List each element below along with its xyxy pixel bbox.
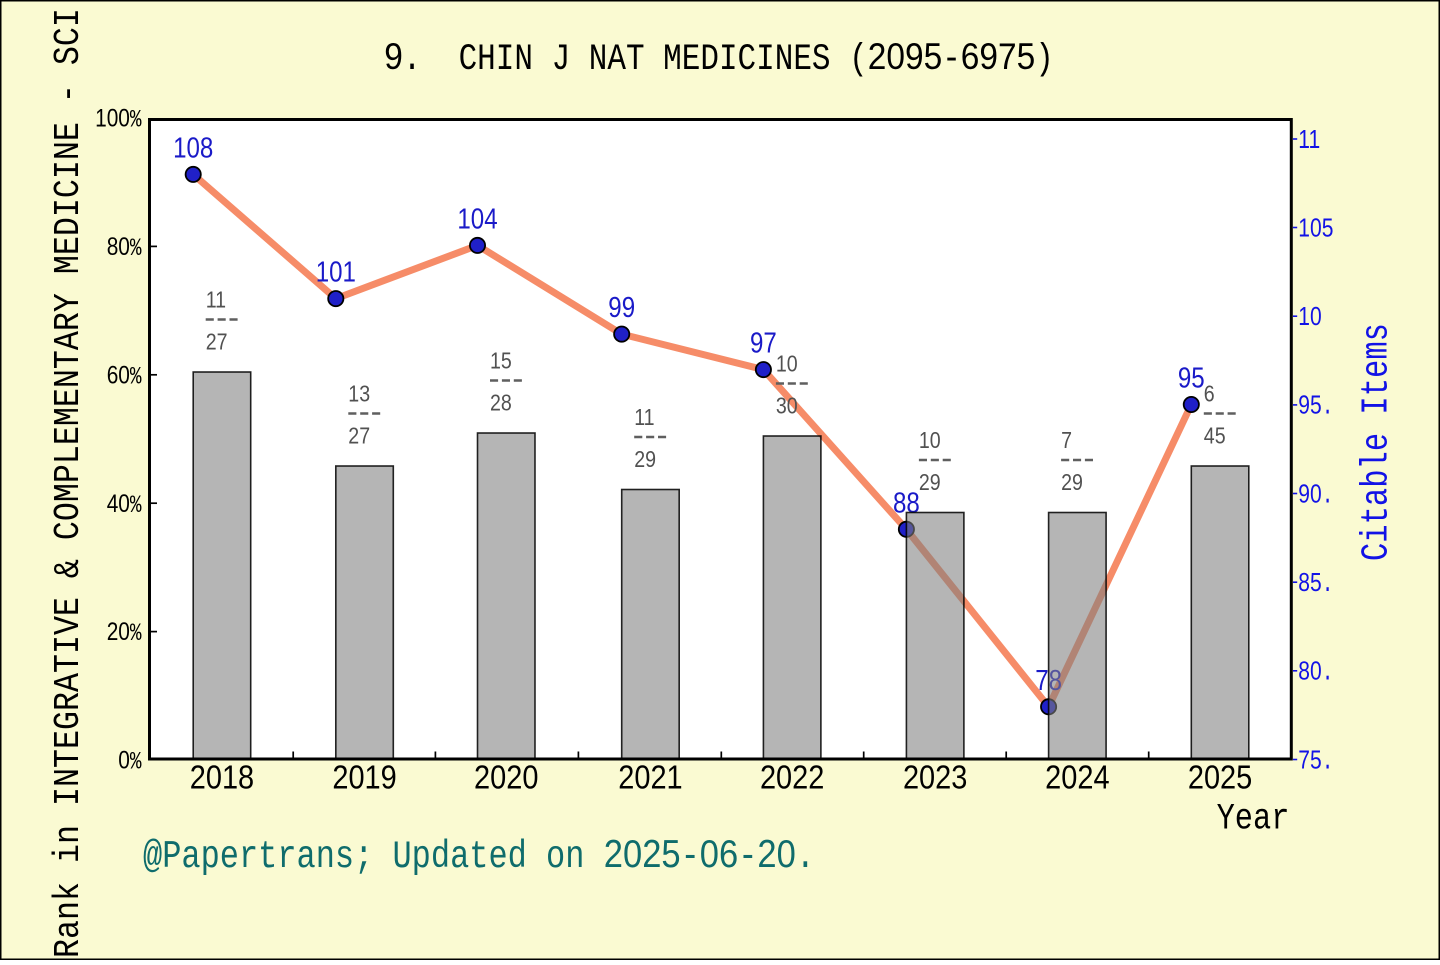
svg-text:45: 45 (1204, 423, 1226, 449)
svg-text:27: 27 (348, 423, 370, 449)
svg-text:Rank in INTEGRATIVE & COMPLEME: Rank in INTEGRATIVE & COMPLEMENTARY MEDI… (49, 8, 89, 958)
svg-text:11: 11 (1298, 125, 1320, 154)
svg-text:%: % (130, 491, 142, 520)
svg-text:10: 10 (1298, 302, 1321, 331)
svg-text:-: - (942, 39, 961, 81)
svg-text:6975: 6975 (961, 36, 1035, 77)
svg-text:20: 20 (757, 832, 795, 875)
svg-text:75: 75 (1298, 745, 1321, 774)
svg-text:0: 0 (118, 746, 130, 774)
svg-text:95: 95 (1298, 391, 1321, 420)
svg-text:10: 10 (919, 427, 941, 453)
svg-text:%: % (130, 105, 142, 134)
svg-text:100: 100 (95, 104, 130, 132)
svg-text:7: 7 (1061, 427, 1072, 453)
svg-text:99: 99 (608, 291, 635, 324)
svg-text:27: 27 (206, 329, 228, 355)
svg-text:105: 105 (1298, 213, 1333, 242)
svg-text:.: . (796, 834, 815, 879)
svg-text:95: 95 (1178, 361, 1205, 394)
svg-text:13: 13 (348, 381, 370, 407)
svg-text:29: 29 (1061, 469, 1083, 495)
svg-text:2021: 2021 (618, 758, 682, 795)
svg-text:29: 29 (919, 469, 941, 495)
svg-text:@Papertrans; Updated on: @Papertrans; Updated on (143, 834, 604, 879)
svg-text:2020: 2020 (474, 758, 538, 795)
svg-text:11: 11 (206, 287, 226, 313)
svg-text:%: % (130, 234, 142, 263)
svg-text:Year: Year (1217, 799, 1290, 841)
svg-text:15: 15 (490, 348, 512, 374)
svg-text:30: 30 (776, 393, 798, 419)
svg-text:11: 11 (634, 404, 654, 430)
svg-text:10: 10 (776, 351, 798, 377)
svg-text:85: 85 (1298, 568, 1321, 597)
svg-text:80: 80 (107, 232, 130, 260)
svg-text:.: . (1322, 658, 1334, 687)
svg-text:90: 90 (1298, 479, 1321, 508)
svg-text:60: 60 (107, 361, 130, 389)
svg-text:Citable Items: Citable Items (1356, 323, 1399, 561)
svg-text:%: % (130, 362, 142, 391)
svg-text:%: % (130, 747, 142, 776)
svg-text:.: . (1322, 481, 1334, 510)
svg-text:40: 40 (107, 489, 130, 517)
svg-text:06: 06 (700, 832, 738, 875)
svg-text:2023: 2023 (903, 758, 967, 795)
svg-text:9: 9 (384, 36, 403, 77)
svg-text:104: 104 (457, 202, 497, 235)
svg-text:2025: 2025 (1188, 758, 1252, 795)
svg-text:.: . (1322, 747, 1334, 776)
svg-text:2025: 2025 (604, 832, 681, 875)
svg-text:-: - (738, 834, 757, 879)
svg-text:2024: 2024 (1045, 758, 1109, 795)
svg-text:-: - (681, 834, 700, 879)
svg-text:80: 80 (1298, 657, 1321, 686)
svg-text:%: % (130, 619, 142, 648)
svg-text:.: . (1322, 392, 1334, 421)
svg-text:2022: 2022 (760, 758, 824, 795)
svg-text:97: 97 (750, 327, 777, 360)
svg-text:.: . (1322, 570, 1334, 599)
svg-text:6: 6 (1204, 381, 1215, 407)
svg-text:20: 20 (107, 617, 130, 645)
svg-text:2095: 2095 (868, 36, 942, 77)
svg-text:29: 29 (634, 446, 656, 472)
svg-text:): ) (1035, 39, 1054, 81)
svg-text:. CHIN J NAT MEDICINES (: . CHIN J NAT MEDICINES ( (403, 39, 868, 81)
svg-text:101: 101 (316, 256, 356, 289)
svg-text:108: 108 (173, 131, 213, 164)
svg-text:2018: 2018 (190, 758, 254, 795)
svg-text:2019: 2019 (332, 758, 396, 795)
svg-text:28: 28 (490, 390, 512, 416)
